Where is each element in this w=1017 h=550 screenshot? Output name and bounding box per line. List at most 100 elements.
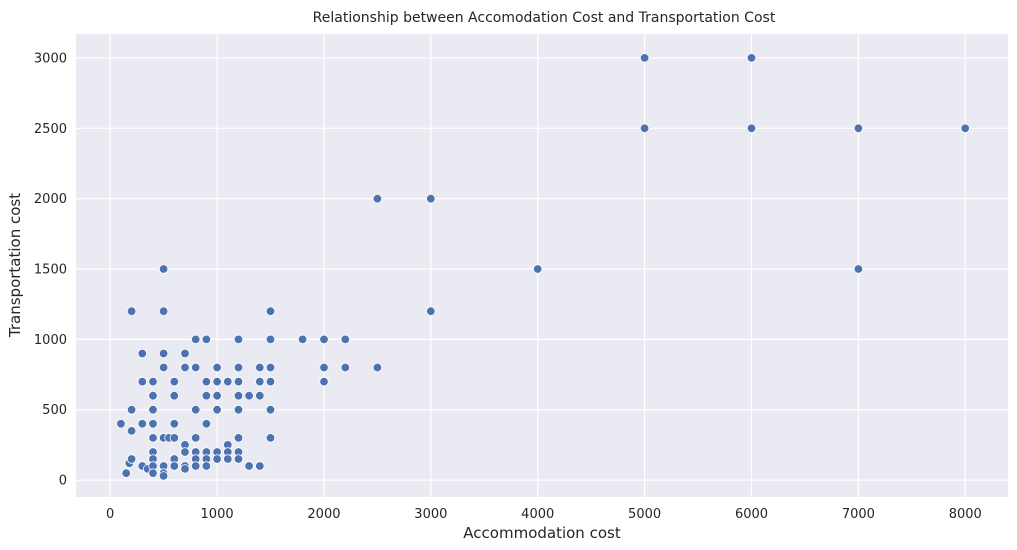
data-point [201, 376, 212, 387]
data-point [148, 468, 158, 478]
data-point [212, 376, 222, 387]
data-point [223, 376, 233, 387]
data-point [180, 464, 190, 474]
data-point [137, 348, 148, 359]
data-point [212, 454, 222, 464]
x-tick-label: 6000 [735, 507, 768, 522]
data-point [190, 461, 201, 471]
data-point [148, 433, 158, 443]
data-point [121, 468, 131, 478]
data-point [180, 362, 190, 373]
x-tick-label: 5000 [628, 507, 661, 522]
data-points [116, 53, 970, 481]
data-point [265, 433, 276, 443]
data-point [372, 362, 383, 373]
data-point [169, 433, 180, 443]
data-point [340, 362, 351, 373]
data-point [255, 391, 265, 401]
data-point [233, 405, 244, 415]
data-point [255, 461, 265, 471]
data-point [126, 405, 137, 415]
data-point [148, 405, 158, 415]
data-point [137, 419, 148, 429]
x-tick-label: 4000 [521, 507, 554, 522]
data-point [297, 334, 308, 345]
data-point [265, 362, 276, 373]
y-tick-label: 2500 [34, 122, 67, 137]
data-point [960, 123, 970, 134]
data-point [265, 405, 276, 415]
data-point [158, 362, 169, 373]
data-point [190, 362, 201, 373]
y-tick-label: 500 [42, 403, 67, 418]
data-point [372, 193, 383, 204]
data-point [233, 454, 244, 464]
data-point [158, 471, 169, 481]
data-point [201, 391, 212, 401]
data-point [148, 376, 158, 387]
data-point [853, 264, 864, 274]
data-point [265, 334, 276, 345]
x-tick-label: 7000 [842, 507, 875, 522]
data-point [126, 426, 137, 436]
data-point [148, 391, 158, 401]
data-point [746, 123, 757, 134]
y-tick-label: 1000 [34, 333, 67, 348]
data-point [853, 123, 864, 134]
x-tick-label: 2000 [307, 507, 340, 522]
data-point [212, 391, 222, 401]
data-point [255, 376, 265, 387]
y-tick-label: 1500 [34, 263, 67, 278]
data-point [639, 123, 650, 134]
data-point [233, 334, 244, 345]
data-point [158, 348, 169, 359]
data-point [126, 306, 137, 316]
data-point [746, 53, 757, 63]
data-point [265, 376, 276, 387]
data-point [126, 454, 137, 464]
data-point [158, 306, 169, 316]
data-point [426, 306, 436, 316]
y-tick-label: 2000 [34, 192, 67, 207]
data-point [426, 193, 436, 204]
data-point [190, 405, 201, 415]
data-point [233, 433, 244, 443]
data-point [265, 306, 276, 316]
y-tick-label: 0 [59, 474, 67, 489]
data-point [639, 53, 650, 63]
data-point [169, 461, 180, 471]
x-axis-label: Accommodation cost [463, 524, 621, 542]
data-point [148, 419, 158, 429]
data-point [233, 362, 244, 373]
data-point [190, 433, 201, 443]
data-point [169, 391, 180, 401]
data-point [201, 334, 212, 345]
y-axis-label: Transportation cost [6, 193, 24, 338]
y-tick-label: 3000 [34, 51, 67, 66]
data-point [169, 419, 180, 429]
plot-area [76, 34, 1008, 497]
data-point [212, 362, 222, 373]
data-point [116, 419, 126, 429]
data-point [319, 376, 329, 387]
data-point [190, 334, 201, 345]
x-tick-label: 1000 [201, 507, 234, 522]
x-tick-label: 8000 [949, 507, 982, 522]
data-point [340, 334, 351, 345]
data-point [233, 376, 244, 387]
x-axis-ticks: 0 1000 2000 3000 4000 5000 6000 7000 8000 [106, 507, 982, 522]
data-point [533, 264, 543, 274]
data-point [233, 391, 244, 401]
x-tick-label: 0 [106, 507, 114, 522]
data-point [319, 334, 329, 345]
data-point [180, 447, 190, 457]
data-point [137, 376, 148, 387]
data-point [212, 405, 222, 415]
data-point [201, 461, 212, 471]
data-point [158, 264, 169, 274]
data-point [244, 461, 254, 471]
data-point [180, 348, 190, 359]
chart-title: Relationship between Accomodation Cost a… [313, 10, 776, 26]
data-point [169, 376, 180, 387]
